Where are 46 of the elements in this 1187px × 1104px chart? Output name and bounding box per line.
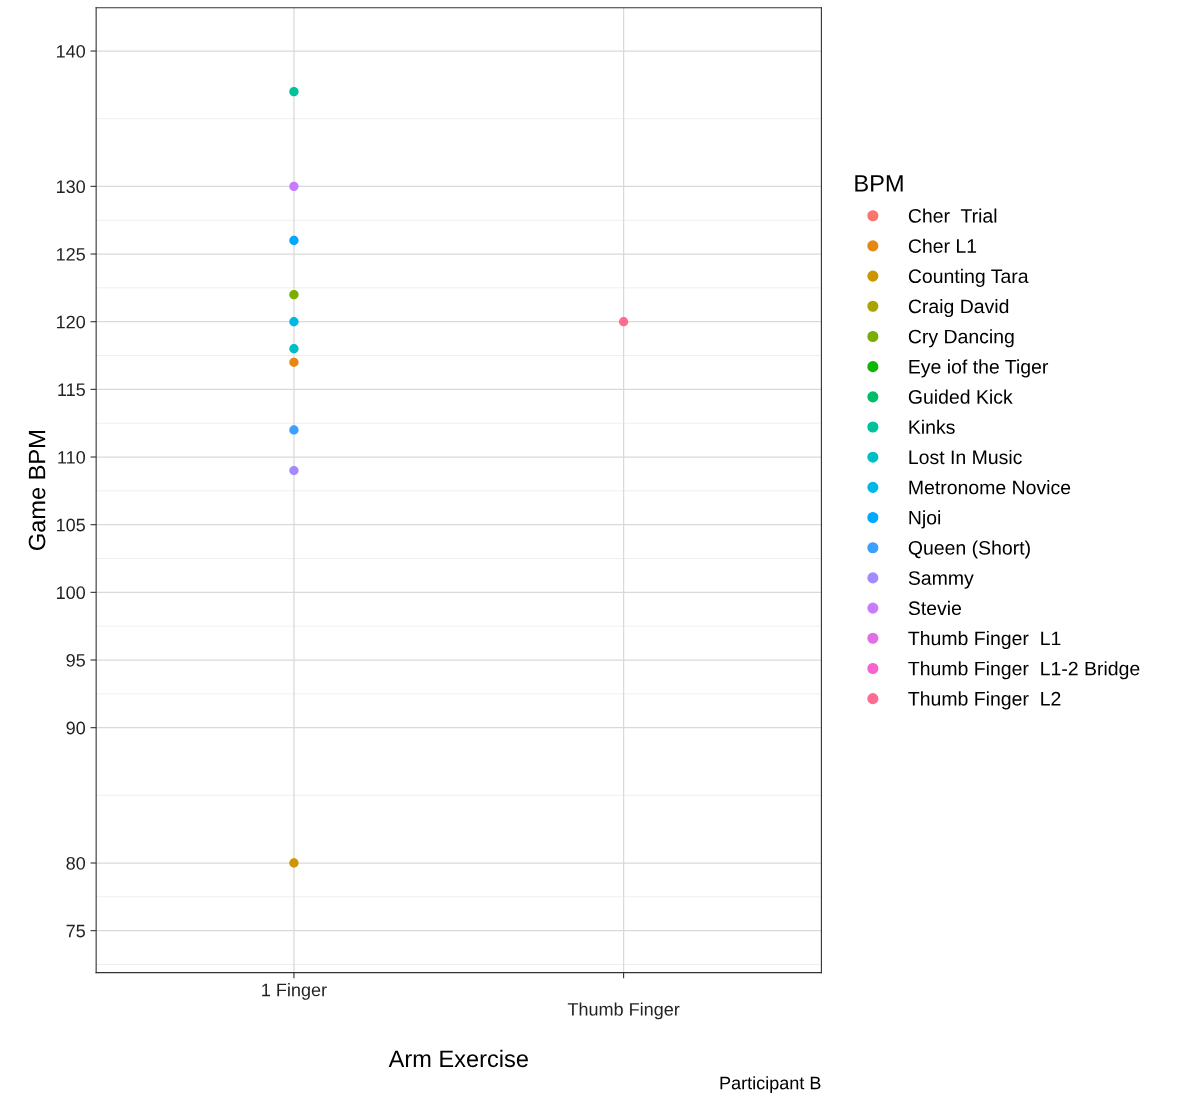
legend-label: Metronome Novice (909, 480, 1071, 495)
legend-label: Cher Trial (908, 208, 997, 223)
y-tick-label: 115 (58, 383, 85, 397)
x-tick-label: Thumb Finger (567, 1002, 680, 1020)
y-tick-label: 90 (66, 721, 86, 735)
legend-label: Sammy (908, 571, 974, 589)
point (289, 357, 299, 367)
y-tick-label: 110 (58, 450, 86, 464)
point (289, 317, 299, 327)
legend-label: Guided Kick (908, 389, 1013, 404)
y-tick-label: 140 (56, 44, 86, 58)
y-tick-label: 120 (56, 315, 86, 329)
legend-label: Thumb Finger L1-2 Bridge (908, 661, 1140, 680)
legend-label: Lost In Music (909, 449, 1022, 465)
y-tick-label: 125 (56, 247, 85, 261)
legend-label: Eye iof the Tiger (909, 359, 1049, 378)
y-tick-label: 130 (56, 180, 86, 194)
legend-label: Thumb Finger L2 (908, 691, 1061, 710)
legend-label: Stevie (908, 600, 962, 616)
legend-label: Thumb Finger L1 (908, 630, 1061, 650)
point (289, 344, 299, 354)
y-tick-label: 75 (66, 924, 85, 938)
point (289, 465, 299, 476)
legend-label: Craig David (908, 298, 1009, 318)
y-tick-label: 95 (66, 653, 85, 667)
legend-label: Kinks (909, 419, 955, 434)
legend-label: Counting Tara (908, 268, 1029, 287)
legend-label: Cher L1 (908, 238, 977, 253)
x-axis-title: Arm Exercise (388, 1049, 528, 1068)
point (618, 317, 629, 327)
legend-label: Queen (Short) (908, 540, 1030, 559)
text: Participant B (720, 1076, 821, 1093)
point (289, 425, 299, 435)
y-axis-title: Game BPM (28, 431, 46, 550)
point (289, 86, 299, 97)
legend-label: Cry Dancing (908, 329, 1014, 348)
legend-label: Njoi (909, 510, 941, 529)
y-tick-label: 100 (56, 586, 86, 600)
y-tick-label: 105 (56, 518, 85, 532)
point (289, 181, 299, 192)
point (289, 235, 299, 246)
legend-title: BPM (855, 175, 903, 192)
point (289, 858, 299, 868)
point (289, 289, 299, 300)
x-tick-label: 1 Finger (262, 983, 327, 1000)
y-tick-label: 80 (66, 856, 86, 870)
